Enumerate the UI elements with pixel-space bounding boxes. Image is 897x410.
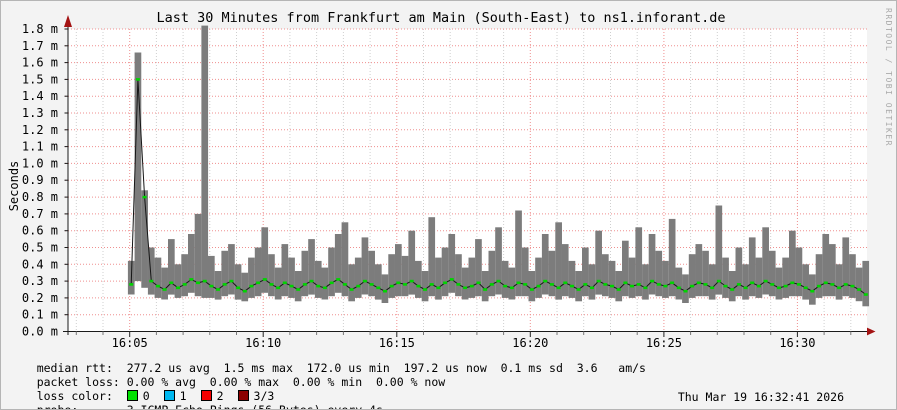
loss-level-0-label: 0 <box>142 389 150 403</box>
x-tick-label: 16:20 <box>512 336 548 350</box>
loss-swatch-2-icon <box>200 390 212 401</box>
y-tick-label: 0.0 m <box>22 325 58 339</box>
y-tick-label: 0.6 m <box>22 224 58 238</box>
x-tick-label: 16:15 <box>379 336 415 350</box>
y-tick-label: 1.2 m <box>22 123 58 137</box>
y-tick-label: 0.3 m <box>22 274 58 288</box>
y-tick-label: 0.8 m <box>22 190 58 204</box>
median-rtt-text: median rtt: 277.2 us avg 1.5 ms max 172.… <box>36 361 646 375</box>
x-axis-arrow-icon <box>867 327 876 336</box>
y-tick-label: 1.0 m <box>22 156 58 170</box>
probe-text: probe: 3 ICMP Echo Pings (56 Bytes) ever… <box>36 403 383 410</box>
packet-loss-stats: packet loss: 0.00 % avg 0.00 % max 0.00 … <box>9 363 446 402</box>
y-tick-label: 0.9 m <box>22 173 58 187</box>
median-markers <box>129 78 868 296</box>
y-tick-label: 0.4 m <box>22 257 58 271</box>
y-tick-label: 1.7 m <box>22 39 58 53</box>
loss-swatch-1-icon <box>163 390 175 401</box>
y-axis-arrow-icon <box>64 15 72 27</box>
loss-color-label: loss color: <box>36 389 127 403</box>
loss-level-1-label: 1 <box>179 389 187 403</box>
x-tick-label: 16:10 <box>245 336 281 350</box>
chart-title: Last 30 Minutes from Frankfurt am Main (… <box>156 10 726 26</box>
rrdtool-watermark: RRDTOOL / TOBI OETIKER <box>884 8 893 147</box>
axes: 0.0 m 0.1 m 0.2 m 0.3 m 0.4 m 0.5 m 0.6 m 0.7 m… <box>22 15 876 350</box>
loss-swatch-3-icon <box>237 390 249 401</box>
loss-level-3-label: 3/3 <box>253 389 275 403</box>
probe-info: probe: 3 ICMP Echo Pings (56 Bytes) ever… <box>9 391 383 410</box>
packet-loss-text: packet loss: 0.00 % avg 0.00 % max 0.00 … <box>36 375 446 389</box>
loss-level-2-label: 2 <box>216 389 224 403</box>
x-tick-label: 16:25 <box>646 336 682 350</box>
y-tick-label: 1.5 m <box>22 72 58 86</box>
x-tick-label: 16:30 <box>779 336 815 350</box>
y-tick-label: 0.1 m <box>22 308 58 322</box>
median-rtt-stats: median rtt: 277.2 us avg 1.5 ms max 172.… <box>9 349 646 388</box>
y-tick-label: 0.5 m <box>22 241 58 255</box>
loss-color-legend: loss color: 0 1 2 3/3 <box>9 377 288 409</box>
x-tick-label: 16:05 <box>112 336 148 350</box>
y-tick-label: 1.8 m <box>22 22 58 36</box>
y-tick-label: 1.4 m <box>22 89 58 103</box>
y-tick-label: 0.7 m <box>22 207 58 221</box>
y-tick-label: 1.6 m <box>22 56 58 70</box>
y-tick-label: 0.2 m <box>22 291 58 305</box>
graph-timestamp: Thu Mar 19 16:32:41 2026 <box>677 390 844 404</box>
y-tick-label: 1.1 m <box>22 140 58 154</box>
y-tick-label: 1.3 m <box>22 106 58 120</box>
loss-swatch-0-icon <box>126 390 138 401</box>
latency-chart: 0.0 m 0.1 m 0.2 m 0.3 m 0.4 m 0.5 m 0.6 m 0.7 m… <box>22 15 876 350</box>
smoke-band <box>127 25 870 307</box>
